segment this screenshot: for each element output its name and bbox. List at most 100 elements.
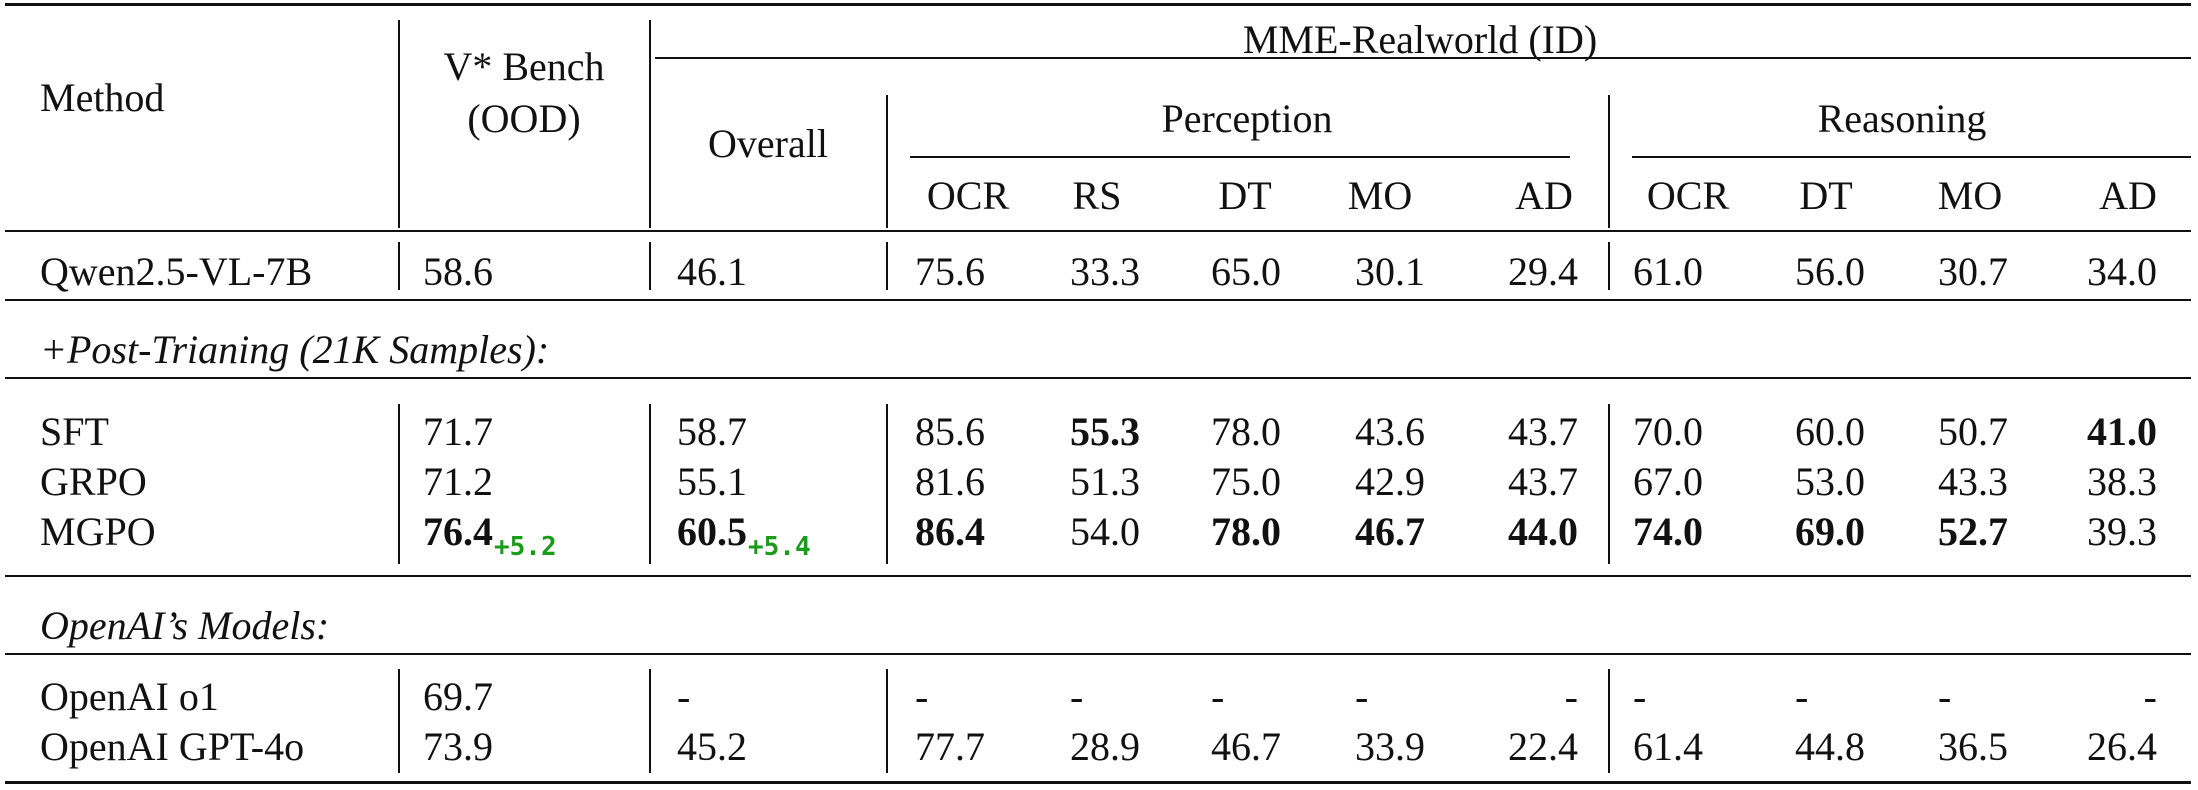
header-reasoning-ocr: OCR xyxy=(1646,173,1730,218)
cell-reasoning-ad: 41.0 xyxy=(2087,409,2157,454)
cell-reasoning-mo: 52.7 xyxy=(1938,509,2008,554)
header-perception-mo: MO xyxy=(1347,173,1413,218)
header-bottom-rule xyxy=(5,230,2191,232)
top-rule xyxy=(5,3,2191,6)
header-overall: Overall xyxy=(708,121,828,166)
col-divider xyxy=(886,95,888,228)
cell-overall: 60.5+5.4 xyxy=(677,512,811,561)
cell-reasoning-dt: 60.0 xyxy=(1795,409,1865,454)
reasoning-header-rule xyxy=(1632,156,2191,158)
header-vbench: V* Bench xyxy=(443,44,605,89)
cell-reasoning-ad: 26.4 xyxy=(2087,724,2157,769)
col-divider xyxy=(1608,242,1610,290)
cell-perception-ocr: 81.6 xyxy=(915,459,985,504)
cell-vbench: 76.4+5.2 xyxy=(423,509,557,561)
cell-perception-ad: 29.4 xyxy=(1508,249,1578,294)
row-method: GRPO xyxy=(40,459,147,504)
header-reasoning-mo: MO xyxy=(1937,173,2003,218)
cell-value: 76.4 xyxy=(423,509,493,554)
row-method: Qwen2.5-VL-7B xyxy=(40,249,313,294)
cell-perception-dt: - xyxy=(1211,674,1225,719)
col-divider xyxy=(398,242,400,290)
cell-reasoning-dt: 44.8 xyxy=(1795,724,1865,769)
col-divider xyxy=(649,404,651,564)
cell-reasoning-ocr: 61.4 xyxy=(1633,724,1703,769)
col-divider xyxy=(1608,95,1610,228)
cell-perception-rs: - xyxy=(1070,674,1084,719)
cell-perception-rs: 51.3 xyxy=(1070,459,1140,504)
baseline-bottom-rule xyxy=(5,299,2191,301)
cell-perception-mo: 46.7 xyxy=(1355,509,1425,554)
bottom-rule xyxy=(5,781,2191,784)
cell-perception-ad: 22.4 xyxy=(1508,724,1578,769)
col-divider xyxy=(398,20,400,228)
header-perception-dt: DT xyxy=(1218,173,1272,218)
cell-reasoning-dt: 53.0 xyxy=(1795,459,1865,504)
cell-reasoning-mo: - xyxy=(1938,674,1952,719)
cell-vbench: 71.7 xyxy=(423,409,493,454)
cell-reasoning-ad: 39.3 xyxy=(2087,509,2157,554)
cell-vbench: 71.2 xyxy=(423,459,493,504)
cell-perception-rs: 55.3 xyxy=(1070,409,1140,454)
cell-perception-mo: 30.1 xyxy=(1355,249,1425,294)
header-perception-rs: RS xyxy=(1072,173,1122,218)
header-reasoning: Reasoning xyxy=(1817,96,1987,141)
cell-vbench: 73.9 xyxy=(423,724,493,769)
cell-perception-ocr: 85.6 xyxy=(915,409,985,454)
col-divider xyxy=(649,20,651,228)
cell-overall: - xyxy=(677,674,691,719)
cell-reasoning-dt: 56.0 xyxy=(1795,249,1865,294)
col-divider xyxy=(398,669,400,773)
col-divider xyxy=(649,242,651,290)
gain-badge: +5.4 xyxy=(748,532,811,562)
cell-reasoning-dt: 69.0 xyxy=(1795,509,1865,554)
header-method: Method xyxy=(40,75,165,120)
cell-perception-mo: - xyxy=(1355,674,1369,719)
cell-perception-ocr: - xyxy=(915,674,929,719)
cell-reasoning-ocr: 61.0 xyxy=(1633,249,1703,294)
section-label-post-training: +Post-Trianing (21K Samples): xyxy=(40,327,550,372)
cell-perception-ad: 43.7 xyxy=(1508,409,1578,454)
mme-header-rule xyxy=(655,57,2191,59)
cell-reasoning-mo: 36.5 xyxy=(1938,724,2008,769)
cell-reasoning-dt: - xyxy=(1795,674,1809,719)
cell-overall: 46.1 xyxy=(677,249,747,294)
cell-perception-dt: 78.0 xyxy=(1211,409,1281,454)
cell-reasoning-ocr: 67.0 xyxy=(1633,459,1703,504)
cell-reasoning-ad: - xyxy=(2143,674,2157,719)
row-method: OpenAI GPT-4o xyxy=(40,724,305,769)
cell-perception-ad: - xyxy=(1564,674,1578,719)
section-label-openai: OpenAI’s Models: xyxy=(40,603,330,648)
post-training-bottom-rule xyxy=(5,575,2191,577)
col-divider xyxy=(886,242,888,290)
row-method: SFT xyxy=(40,409,109,454)
cell-reasoning-ad: 34.0 xyxy=(2087,249,2157,294)
cell-perception-dt: 46.7 xyxy=(1211,724,1281,769)
cell-perception-ad: 43.7 xyxy=(1508,459,1578,504)
cell-overall: 45.2 xyxy=(677,724,747,769)
cell-perception-rs: 54.0 xyxy=(1070,509,1140,554)
cell-perception-ocr: 75.6 xyxy=(915,249,985,294)
header-reasoning-ad: AD xyxy=(2099,173,2157,218)
cell-reasoning-mo: 43.3 xyxy=(1938,459,2008,504)
section-rule-post-training xyxy=(5,377,2191,379)
col-divider xyxy=(1608,404,1610,564)
gain-badge: +5.2 xyxy=(494,532,557,562)
cell-reasoning-ocr: 74.0 xyxy=(1633,509,1703,554)
row-method: MGPO xyxy=(40,509,156,554)
col-divider xyxy=(886,404,888,564)
cell-reasoning-mo: 30.7 xyxy=(1938,249,2008,294)
perception-header-rule xyxy=(910,156,1570,158)
cell-perception-rs: 33.3 xyxy=(1070,249,1140,294)
cell-perception-mo: 33.9 xyxy=(1355,724,1425,769)
col-divider xyxy=(886,669,888,773)
row-method: OpenAI o1 xyxy=(40,674,219,719)
cell-perception-ocr: 86.4 xyxy=(915,509,985,554)
col-divider xyxy=(398,404,400,564)
cell-perception-mo: 43.6 xyxy=(1355,409,1425,454)
cell-perception-ocr: 77.7 xyxy=(915,724,985,769)
section-rule-openai xyxy=(5,653,2191,655)
cell-perception-dt: 75.0 xyxy=(1211,459,1281,504)
header-vbench-split: (OOD) xyxy=(467,96,581,141)
